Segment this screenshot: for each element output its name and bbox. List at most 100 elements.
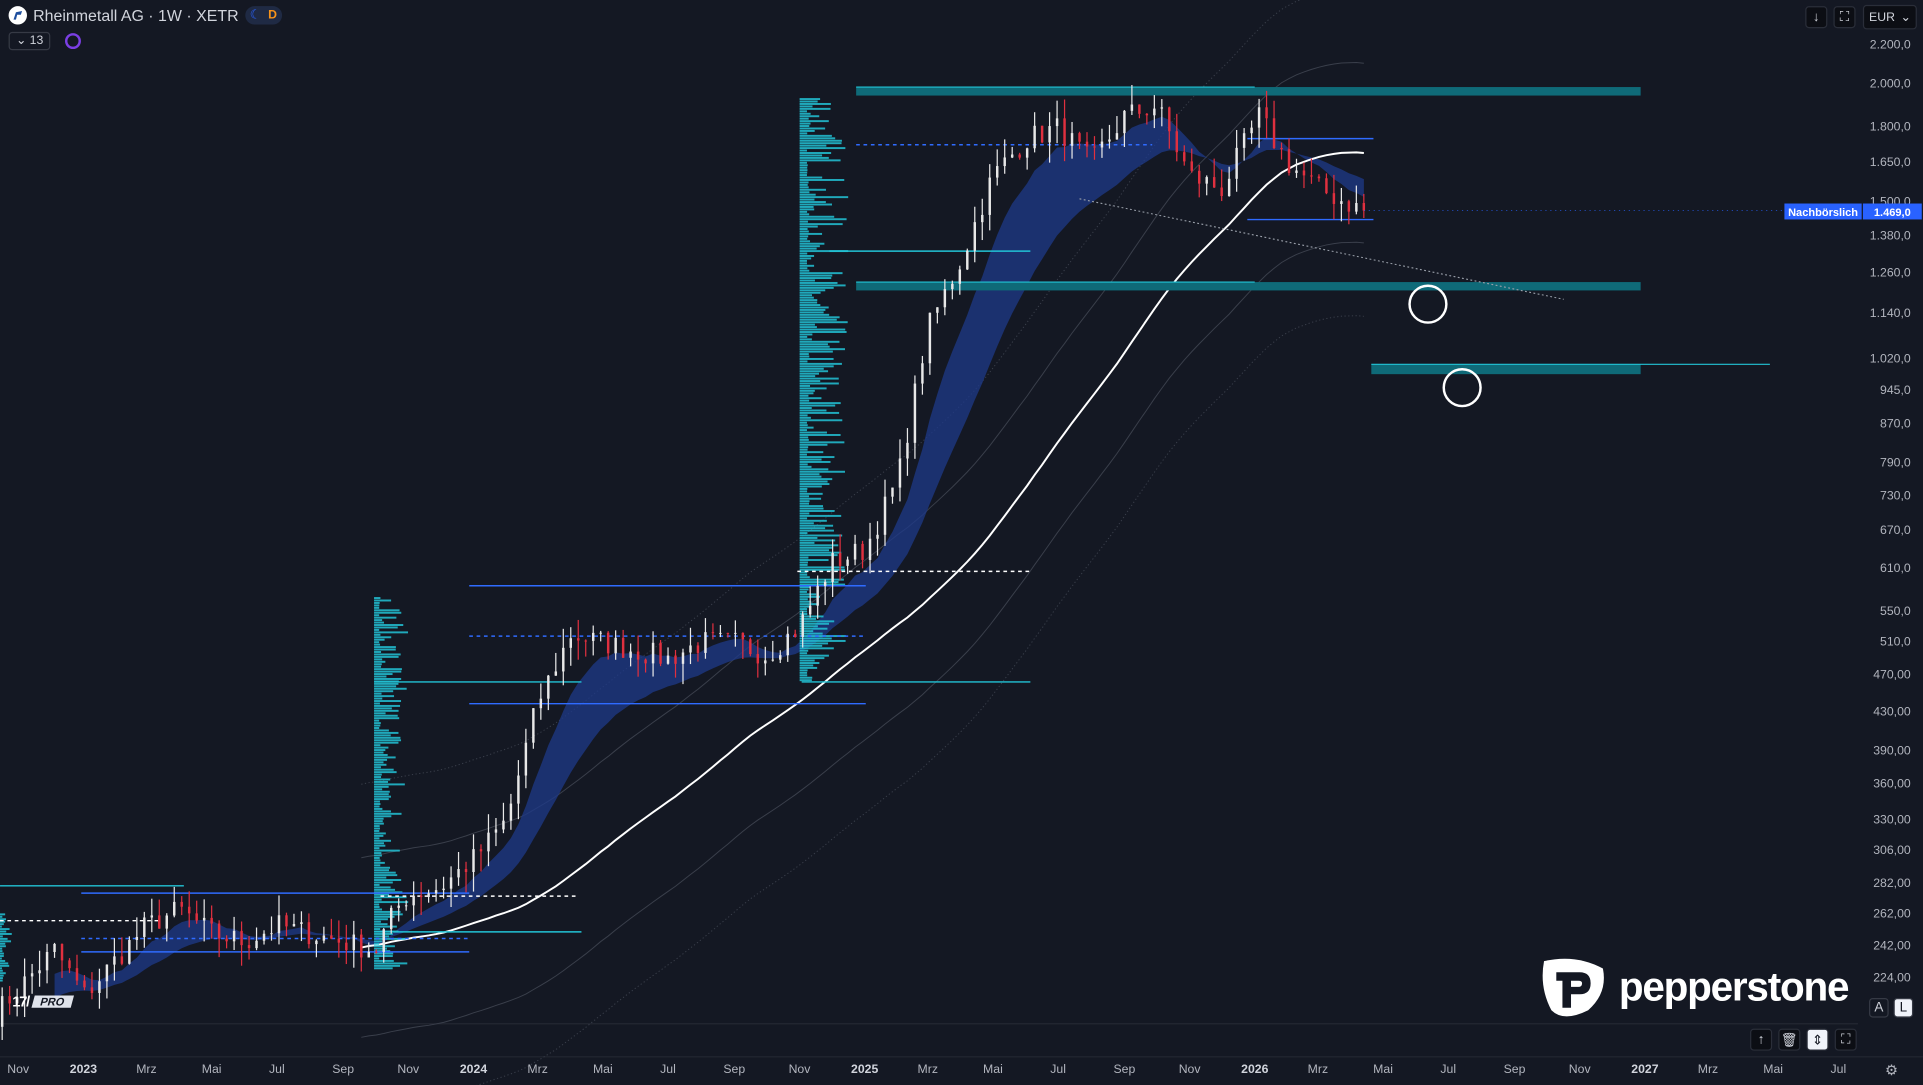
volume-profile-bar [374,778,391,781]
delete-button[interactable]: 🗑 [1778,1028,1801,1051]
volume-profile-bar [374,712,386,715]
auto-scale-button[interactable]: A [1869,997,1889,1018]
candle-body [143,917,146,937]
moon-icon: ☾ [249,8,261,23]
session-badge[interactable]: ☾ D [244,6,282,25]
volume-profile-bar [0,942,6,945]
volume-profile-bar [799,407,812,409]
time-tick-label: Mrz [917,1062,938,1077]
price-tick-label: 610,0 [1880,562,1911,577]
volume-profile-bar [799,647,834,650]
currency-value: EUR [1869,10,1895,24]
fullscreen-button[interactable]: ⛶ [1833,6,1856,29]
volume-profile-bar [799,478,833,481]
volume-profile-bar [374,682,399,685]
volume-profile-bar [799,301,818,304]
scroll-up-button[interactable]: ↑ [1750,1028,1773,1051]
candle-body [45,951,49,971]
volume-profile-bar [799,451,824,454]
volume-profile-bar [0,918,7,921]
arrow-up-icon: ↑ [1757,1032,1765,1048]
volume-profile-bar [374,707,392,710]
volume-profile-bar [799,571,808,574]
volume-profile-bar [374,741,399,744]
symbol-title[interactable]: Rheinmetall AG · 1W · XETR [33,6,239,25]
candle-body [1003,157,1006,167]
volume-profile-bar [374,785,389,788]
volume-profile-bar [799,551,842,554]
volume-profile-bar [799,554,838,557]
volume-profile-bar [0,962,9,965]
time-tick-label: Mrz [136,1062,157,1077]
candle-body [1175,131,1179,153]
volume-profile-bar [374,621,384,624]
volume-profile-bar [799,237,808,240]
currency-select[interactable]: EUR ⌄ [1862,4,1917,30]
candle-body [629,651,632,658]
candle-body [442,888,445,891]
volume-profile-bar [374,641,380,644]
symbol-header[interactable]: Rheinmetall AG · 1W · XETR ☾ D [8,6,282,25]
volume-profile-bar [374,837,380,840]
candle-body [936,307,939,313]
volume-profile-bar [374,807,383,810]
candle-body [1093,146,1096,148]
candle-body [1040,125,1044,143]
candle-body [1010,154,1014,158]
volume-profile-bar [374,717,400,720]
arrow-down-button[interactable]: ↓ [1805,6,1828,29]
time-tick-label: 2026 [1241,1062,1269,1077]
volume-profile-bar [799,255,815,257]
loading-icon [64,33,81,50]
volume-profile-bar [799,127,826,130]
candle-body [375,951,378,953]
volume-profile-bar [799,573,808,576]
settings-icon[interactable]: ⚙ [1884,1061,1899,1079]
fullscreen-bottom-button[interactable]: ⛶ [1834,1028,1857,1051]
time-tick-label: Jul [1440,1062,1457,1077]
candle-body [120,956,124,964]
volume-profile-bar [799,671,808,674]
candle-body [404,905,408,907]
indicators-toggle[interactable]: ⌄ 13 [8,31,51,51]
candle-body [1078,133,1081,142]
volume-profile-bar [799,181,809,184]
time-tick-label: Sep [1113,1062,1136,1077]
indicators-count: 13 [29,34,44,48]
volume-profile-bar [799,424,808,427]
volume-profile-bar [799,429,807,432]
candle-body [651,642,655,664]
volume-profile-bar [374,918,388,921]
time-tick-label: Sep [1503,1062,1526,1077]
candle-body [487,832,490,852]
volume-profile-bar [799,144,827,147]
volume-profile-bar [374,695,395,698]
volume-profile-bar [0,977,3,980]
candle-body [1145,113,1149,116]
candle-body [1250,127,1253,134]
volume-profile-bar [799,510,835,512]
price-tick-label: 730,0 [1880,489,1911,503]
volume-profile-bar [799,291,821,294]
volume-profile-bar [799,232,823,235]
candle-body [1100,141,1104,148]
price-tick-label: 1.380,0 [1869,229,1911,243]
time-tick-label: Jul [660,1062,676,1077]
volume-profile-bar [799,198,815,201]
volume-profile-bar [374,616,397,619]
volume-profile-bar [799,492,823,495]
volume-profile-bar [374,906,380,908]
price-tick-label: 224,00 [1873,971,1911,986]
log-scale-button[interactable]: L [1893,997,1914,1018]
tradingview-logo[interactable]: 17/ PRO [12,993,74,1010]
volume-profile-bar [0,955,4,958]
volume-profile-bar [374,817,384,820]
expand-vertical-button[interactable]: ⇕ [1806,1028,1829,1051]
candle-body [1018,154,1021,158]
volume-profile-bar [799,416,811,419]
candle-body [876,534,879,539]
volume-profile-bar [374,925,397,928]
volume-profile-bar [374,891,403,894]
volume-profile-bar [374,604,380,607]
